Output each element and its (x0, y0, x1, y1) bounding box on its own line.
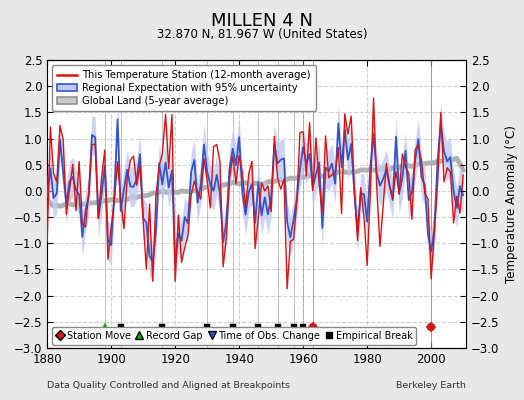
Legend: Station Move, Record Gap, Time of Obs. Change, Empirical Break: Station Move, Record Gap, Time of Obs. C… (52, 327, 417, 344)
Text: Berkeley Earth: Berkeley Earth (397, 381, 466, 390)
Text: MILLEN 4 N: MILLEN 4 N (211, 12, 313, 30)
Text: Data Quality Controlled and Aligned at Breakpoints: Data Quality Controlled and Aligned at B… (47, 381, 290, 390)
Text: 32.870 N, 81.967 W (United States): 32.870 N, 81.967 W (United States) (157, 28, 367, 41)
Y-axis label: Temperature Anomaly (°C): Temperature Anomaly (°C) (505, 125, 518, 283)
